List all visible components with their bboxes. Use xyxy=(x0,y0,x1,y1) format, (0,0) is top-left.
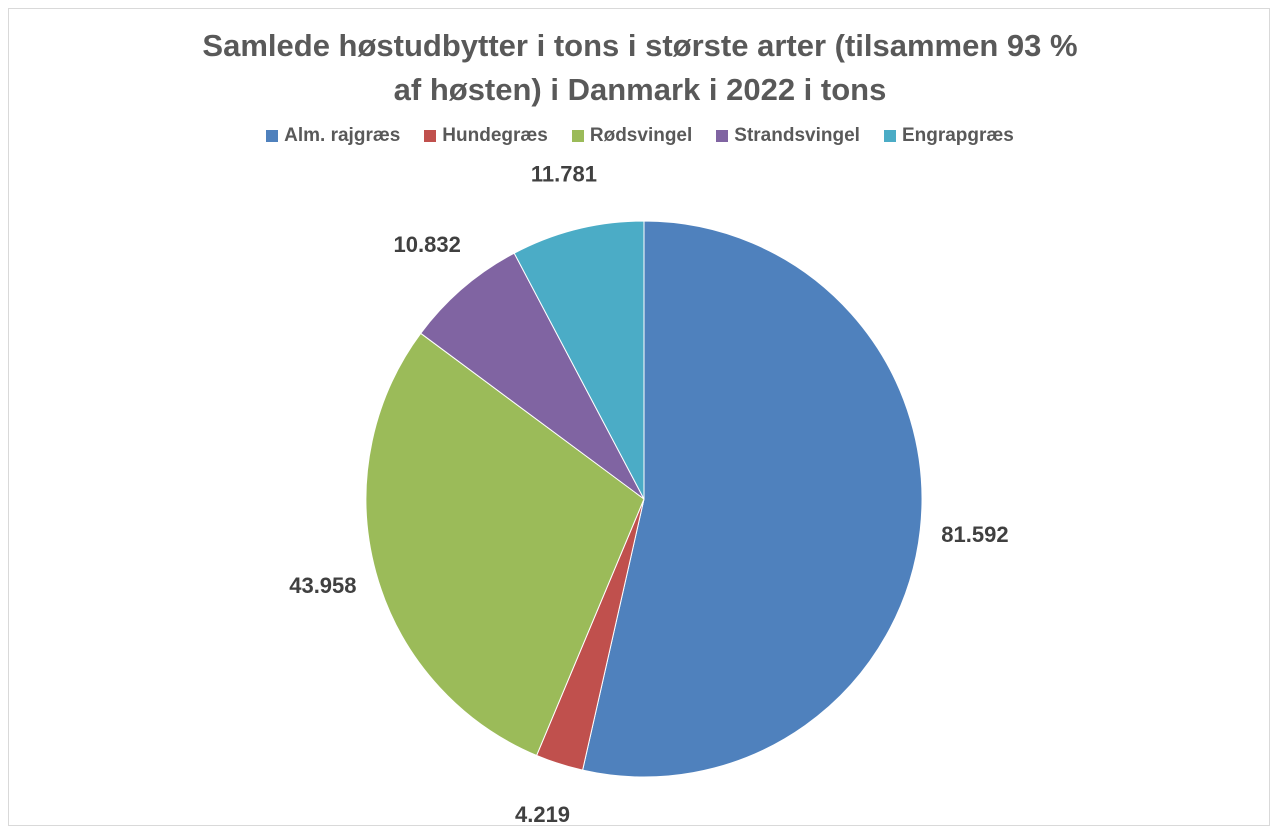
pie-slice xyxy=(513,220,645,500)
data-label: 43.958 xyxy=(289,573,356,598)
legend-swatch xyxy=(424,130,437,142)
legend-entry: Strandsvingel xyxy=(716,125,860,147)
legend-swatch xyxy=(716,130,729,142)
chart-frame xyxy=(8,8,1270,826)
legend-entry: Rødsvingel xyxy=(571,125,693,147)
data-label: 4.219 xyxy=(515,802,570,827)
pie-slice xyxy=(420,252,645,500)
data-label: 10.832 xyxy=(394,232,461,257)
legend-label: Strandsvingel xyxy=(734,125,860,146)
pie-slice xyxy=(365,332,645,757)
legend-label: Hundegræs xyxy=(442,125,548,146)
data-label: 11.781 xyxy=(531,162,597,187)
legend-entry: Hundegræs xyxy=(424,125,548,147)
pie-slice xyxy=(582,220,923,778)
legend-label: Alm. rajgræs xyxy=(284,125,401,146)
legend-label: Engrapgræs xyxy=(901,125,1014,146)
chart-title: Samlede høstudbytter i tons i største ar… xyxy=(202,28,1078,107)
legend-swatch xyxy=(571,130,584,142)
legend-swatch xyxy=(883,130,896,142)
legend-entry: Engrapgræs xyxy=(883,125,1014,147)
legend-label: Rødsvingel xyxy=(589,125,693,146)
legend: Alm. rajgræs Hundegræs Rødsvingel Strandsvi… xyxy=(0,125,1280,147)
legend-entry: Alm. rajgræs xyxy=(266,125,400,147)
legend-swatch xyxy=(266,130,279,142)
data-label: 81.592 xyxy=(941,522,1008,547)
